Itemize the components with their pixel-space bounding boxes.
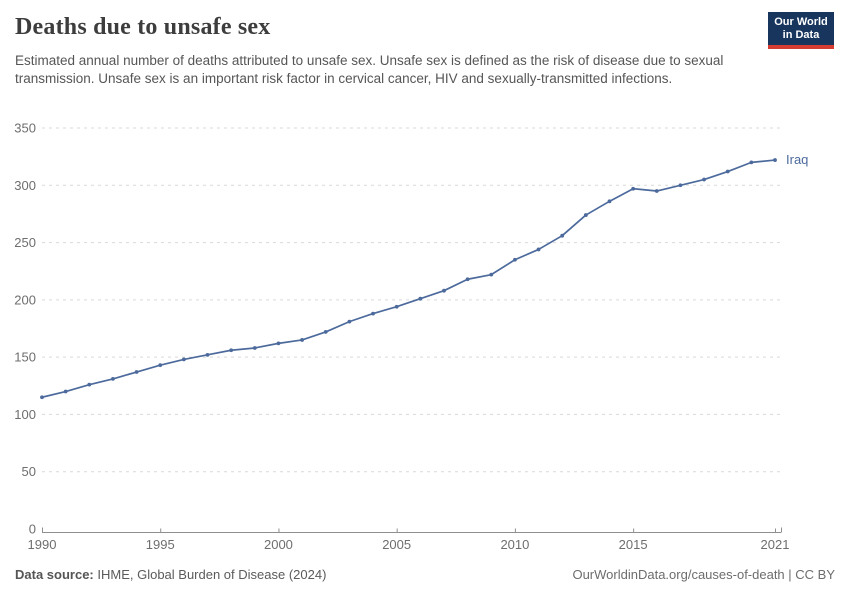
footer-link[interactable]: OurWorldinData.org/causes-of-death | CC … xyxy=(572,567,835,582)
series-line-iraq xyxy=(41,159,776,399)
data-point-1998 xyxy=(229,348,234,353)
data-point-2018 xyxy=(702,177,706,182)
y-tick-label-50: 50 xyxy=(22,464,36,479)
data-point-2008 xyxy=(465,277,470,282)
y-tick-label-350: 350 xyxy=(14,121,36,136)
y-tick-label-0: 0 xyxy=(29,522,36,537)
owid-logo-line2: in Data xyxy=(782,29,820,41)
data-point-1994 xyxy=(134,370,139,374)
x-tick-label-2015: 2015 xyxy=(619,537,648,552)
data-point-2021 xyxy=(773,158,777,162)
y-tick-label-150: 150 xyxy=(14,350,36,365)
data-point-2009 xyxy=(489,272,494,277)
data-point-1991 xyxy=(63,389,68,394)
data-point-2001 xyxy=(300,338,304,342)
x-tick-label-1990: 1990 xyxy=(28,537,57,552)
data-point-2020 xyxy=(749,160,754,165)
x-tick-label-2021: 2021 xyxy=(761,537,790,552)
line-chart-area: 0 50 100 150 200 250 300 350 1990 1995 2000 2005 201… xyxy=(0,115,850,560)
x-tick-label-2005: 2005 xyxy=(382,537,411,552)
data-point-2013 xyxy=(583,213,588,217)
data-point-1993 xyxy=(111,377,115,381)
data-point-1992 xyxy=(87,382,92,387)
x-tick-label-2000: 2000 xyxy=(264,537,293,552)
data-point-2010 xyxy=(513,257,517,262)
data-point-2006 xyxy=(418,296,423,301)
data-point-2000 xyxy=(276,341,281,346)
x-tick-label-1995: 1995 xyxy=(146,537,175,552)
y-tick-label-250: 250 xyxy=(14,235,36,250)
x-tick-label-2010: 2010 xyxy=(500,537,529,552)
data-point-2004 xyxy=(371,311,375,316)
data-source-label: Data source: xyxy=(15,567,94,582)
data-point-1995 xyxy=(158,363,163,368)
chart-footer: Data source: IHME, Global Burden of Dise… xyxy=(15,567,835,582)
y-tick-label-100: 100 xyxy=(14,407,36,422)
data-point-2003 xyxy=(347,319,352,324)
data-point-2011 xyxy=(536,247,541,252)
data-point-2014 xyxy=(607,199,612,204)
page-title: Deaths due to unsafe sex xyxy=(15,14,271,40)
data-source: Data source: IHME, Global Burden of Dise… xyxy=(15,567,326,582)
data-point-2002 xyxy=(323,330,328,334)
data-point-2017 xyxy=(678,183,683,188)
data-point-2005 xyxy=(394,304,399,309)
data-point-2016 xyxy=(654,189,659,193)
y-tick-label-300: 300 xyxy=(14,178,36,193)
plot-svg: 0 50 100 150 200 250 300 350 1990 1995 2000 2005 201… xyxy=(14,121,790,553)
data-point-1990 xyxy=(40,395,44,400)
data-point-2007 xyxy=(442,288,446,293)
data-point-1999 xyxy=(252,346,257,350)
data-point-2015 xyxy=(631,186,636,191)
data-point-2019 xyxy=(725,169,730,174)
data-point-1997 xyxy=(205,352,210,357)
owid-logo[interactable]: Our World in Data xyxy=(768,12,834,49)
y-tick-label-200: 200 xyxy=(14,292,36,307)
data-point-2012 xyxy=(560,233,565,238)
chart-subtitle: Estimated annual number of deaths attrib… xyxy=(15,53,724,86)
owid-logo-line1: Our World xyxy=(774,16,828,28)
data-source-text: IHME, Global Burden of Disease (2024) xyxy=(93,567,327,582)
data-point-1996 xyxy=(181,357,186,362)
series-end-label: Iraq xyxy=(786,152,809,168)
